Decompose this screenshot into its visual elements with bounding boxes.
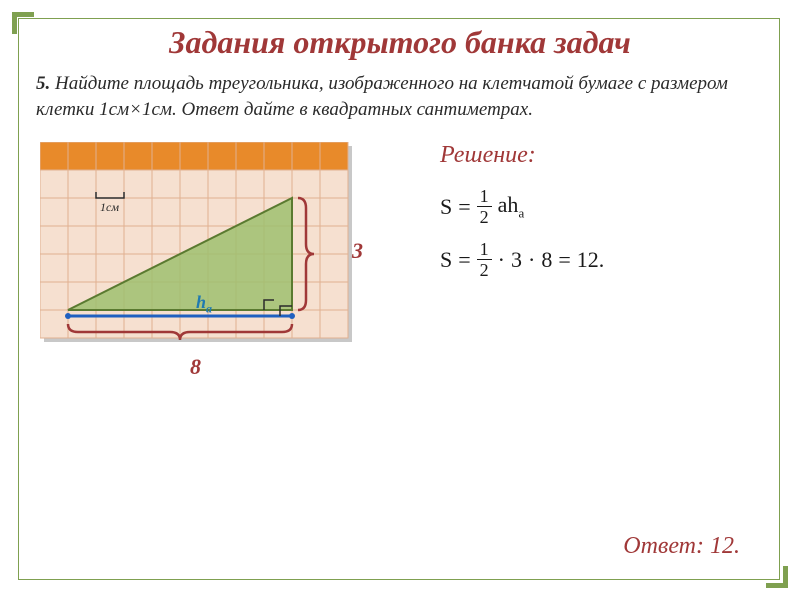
grid-svg [40,142,380,382]
fraction: 1 2 [477,187,492,226]
ha-label: ha [196,292,212,317]
solution-heading: Решение: [440,142,770,169]
figure: 3 8 ha 1см [40,142,400,402]
height-label: 3 [352,238,363,264]
formula-calc: S = 1 2 · 3 · 8 = 12. [440,240,770,279]
corner-bottom-right [766,566,788,588]
problem-body: Найдите площадь треугольника, изображенн… [36,73,728,120]
problem-text: 5. Найдите площадь треугольника, изображ… [36,71,764,122]
answer-text: Ответ: 12. [623,533,740,560]
cm-label: 1см [100,200,119,215]
formula-general: S = 1 2 aha [440,187,770,226]
slide-content: Задания открытого банка задач 5. Найдите… [30,24,770,402]
problem-number: 5. [36,73,50,94]
base-label: 8 [190,354,201,380]
content-row: 3 8 ha 1см Решение: S = 1 2 aha S = [30,142,770,402]
solution-column: Решение: S = 1 2 aha S = 1 2 · 3 · [440,142,770,293]
slide-title: Задания открытого банка задач [30,24,770,61]
